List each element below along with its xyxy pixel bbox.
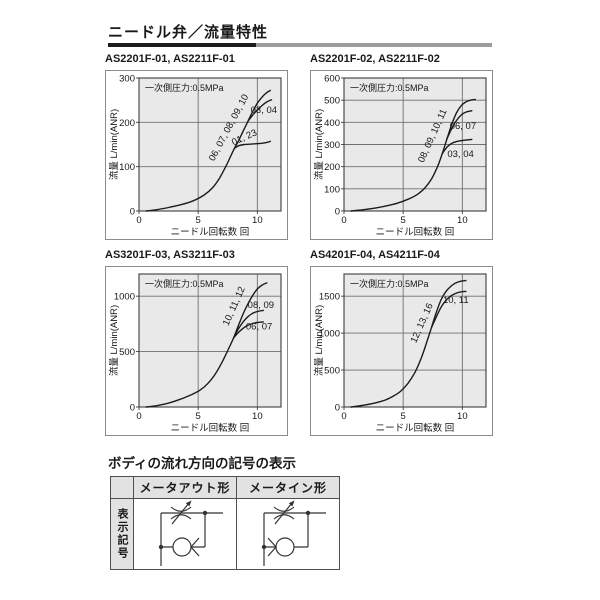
x-tick-label: 0: [341, 411, 346, 422]
chart-cell-as2201f-02: AS2201F-02, AS2211F-02 0 5 10 0 100 200 300 400…: [310, 53, 495, 240]
flow-curve: [441, 138, 473, 155]
page-title: ニードル弁／流量特性: [108, 24, 269, 41]
y-tick-label: 600: [324, 74, 340, 85]
y-tick-label: 500: [324, 366, 340, 377]
flow-curve: [350, 279, 467, 408]
meter-in-column-header: メータイン形: [236, 476, 340, 499]
plot-border: [138, 77, 282, 212]
y-tick-label: 200: [119, 118, 135, 129]
y-tick-label: 400: [324, 118, 340, 129]
flow-direction-section-title: ボディの流れ方向の記号の表示: [108, 456, 297, 471]
y-tick-label: 0: [130, 207, 135, 218]
chart-figure: 0 5 10 0 500 1000 ニードル回転数 回 流量 L/min(ANR) 一次側圧力:…: [105, 266, 288, 436]
y-tick-label: 1000: [319, 329, 340, 340]
flow-curve: [145, 282, 268, 408]
curve-label: 03, 04: [251, 105, 277, 116]
x-tick-label: 10: [457, 215, 468, 226]
curve-label: 06, 07: [246, 321, 272, 332]
title-underline-gray: [256, 43, 492, 47]
flow-curve: [234, 140, 271, 149]
title-underline-dark: [108, 43, 256, 47]
y-tick-label: 500: [324, 96, 340, 107]
flow-curve: [233, 321, 264, 339]
chart-figure: 0 5 10 0 100 200 300 400 500 600 ニードル回転数 回流量 L/min…: [310, 70, 493, 240]
flow-curve: [430, 290, 467, 328]
flow-curve: [247, 99, 273, 123]
x-axis-label: ニードル回転数 回: [171, 422, 250, 434]
curve-label: 03, 04: [447, 149, 473, 160]
x-tick-label: 10: [252, 411, 263, 422]
x-tick-label: 0: [341, 215, 346, 226]
x-tick-label: 0: [136, 215, 141, 226]
x-axis-label: ニードル回転数 回: [171, 226, 250, 238]
symbol-row-header: 表示記号: [110, 498, 134, 570]
x-axis-label: ニードル回転数 回: [376, 422, 455, 434]
y-axis-label: 流量 L/min(ANR): [108, 109, 120, 180]
meter-out-circuit-icon: [158, 500, 223, 566]
y-tick-label: 1000: [114, 292, 135, 303]
x-tick-label: 5: [401, 215, 406, 226]
flow-symbol-table: メータアウト形 メータイン形 表示記号: [110, 476, 340, 570]
chart-title: AS2201F-02, AS2211F-02: [310, 53, 440, 65]
y-tick-label: 200: [324, 162, 340, 173]
table-corner-cell: [110, 476, 134, 499]
flow-curve: [350, 98, 476, 212]
flow-chart-svg: 0 5 10 0 500 1000 1500 ニードル回転数 回 流量 L/min(ANR) 一次…: [313, 273, 487, 434]
x-tick-label: 5: [196, 411, 201, 422]
curve-label: 08, 09: [248, 300, 274, 311]
pressure-annotation: 一次側圧力:0.5MPa: [145, 82, 224, 93]
curve-label: 10, 11: [443, 295, 469, 306]
meter-out-symbol-cell: [133, 498, 237, 570]
x-tick-label: 0: [136, 411, 141, 422]
meter-in-symbol-cell: [236, 498, 340, 570]
y-tick-label: 300: [119, 74, 135, 85]
y-axis-label: 流量 L/min(ANR): [313, 305, 325, 376]
y-tick-label: 0: [130, 403, 135, 414]
meter-in-circuit-icon: [261, 500, 326, 566]
chart-figure: 0 5 10 0 100 200 300 ニードル回転数 回流量 L/min(ANR) 一次側圧…: [105, 70, 288, 240]
flow-chart-svg: 0 5 10 0 500 1000 ニードル回転数 回 流量 L/min(ANR) 一次側圧力:…: [108, 273, 282, 434]
chart-title: AS3201F-03, AS3211F-03: [105, 249, 235, 261]
y-tick-label: 0: [335, 403, 340, 414]
x-tick-label: 10: [252, 215, 263, 226]
plot-border: [343, 273, 487, 408]
plot-area: [139, 274, 281, 407]
pressure-annotation: 一次側圧力:0.5MPa: [145, 278, 224, 289]
meter-out-column-header: メータアウト形: [133, 476, 237, 499]
chart-cell-as4201f-04: AS4201F-04, AS4211F-04 0 5 10 0 500 1000 1500 ニ…: [310, 249, 495, 436]
y-tick-label: 100: [119, 162, 135, 173]
x-tick-label: 5: [401, 411, 406, 422]
x-axis-label: ニードル回転数 回: [376, 226, 455, 238]
y-tick-label: 300: [324, 140, 340, 151]
pressure-annotation: 一次側圧力:0.5MPa: [350, 82, 429, 93]
curve-label: 06, 07: [450, 121, 476, 132]
y-axis-label: 流量 L/min(ANR): [108, 305, 120, 376]
chart-title: AS2201F-01, AS2211F-01: [105, 53, 235, 65]
flow-curve: [145, 89, 271, 212]
y-axis-label: 流量 L/min(ANR): [313, 109, 325, 180]
chart-title: AS4201F-04, AS4211F-04: [310, 249, 440, 261]
chart-cell-as3201f-03: AS3201F-03, AS3211F-03 0 5 10 0 500 1000 ニードル回…: [105, 249, 290, 436]
x-tick-label: 10: [457, 411, 468, 422]
plot-border: [138, 273, 282, 408]
y-tick-label: 1500: [319, 292, 340, 303]
chart-figure: 0 5 10 0 500 1000 1500 ニードル回転数 回 流量 L/min(ANR) 一次…: [310, 266, 493, 436]
y-tick-label: 0: [335, 207, 340, 218]
title-underline: [108, 43, 492, 47]
flow-curve: [446, 110, 473, 140]
pressure-annotation: 一次側圧力:0.5MPa: [350, 278, 429, 289]
x-tick-label: 5: [196, 215, 201, 226]
y-tick-label: 500: [119, 347, 135, 358]
flow-curve: [233, 309, 264, 339]
y-tick-label: 100: [324, 184, 340, 195]
chart-cell-as2201f-01: AS2201F-01, AS2211F-01 0 5 10 0 100 200 300 ニード…: [105, 53, 290, 240]
